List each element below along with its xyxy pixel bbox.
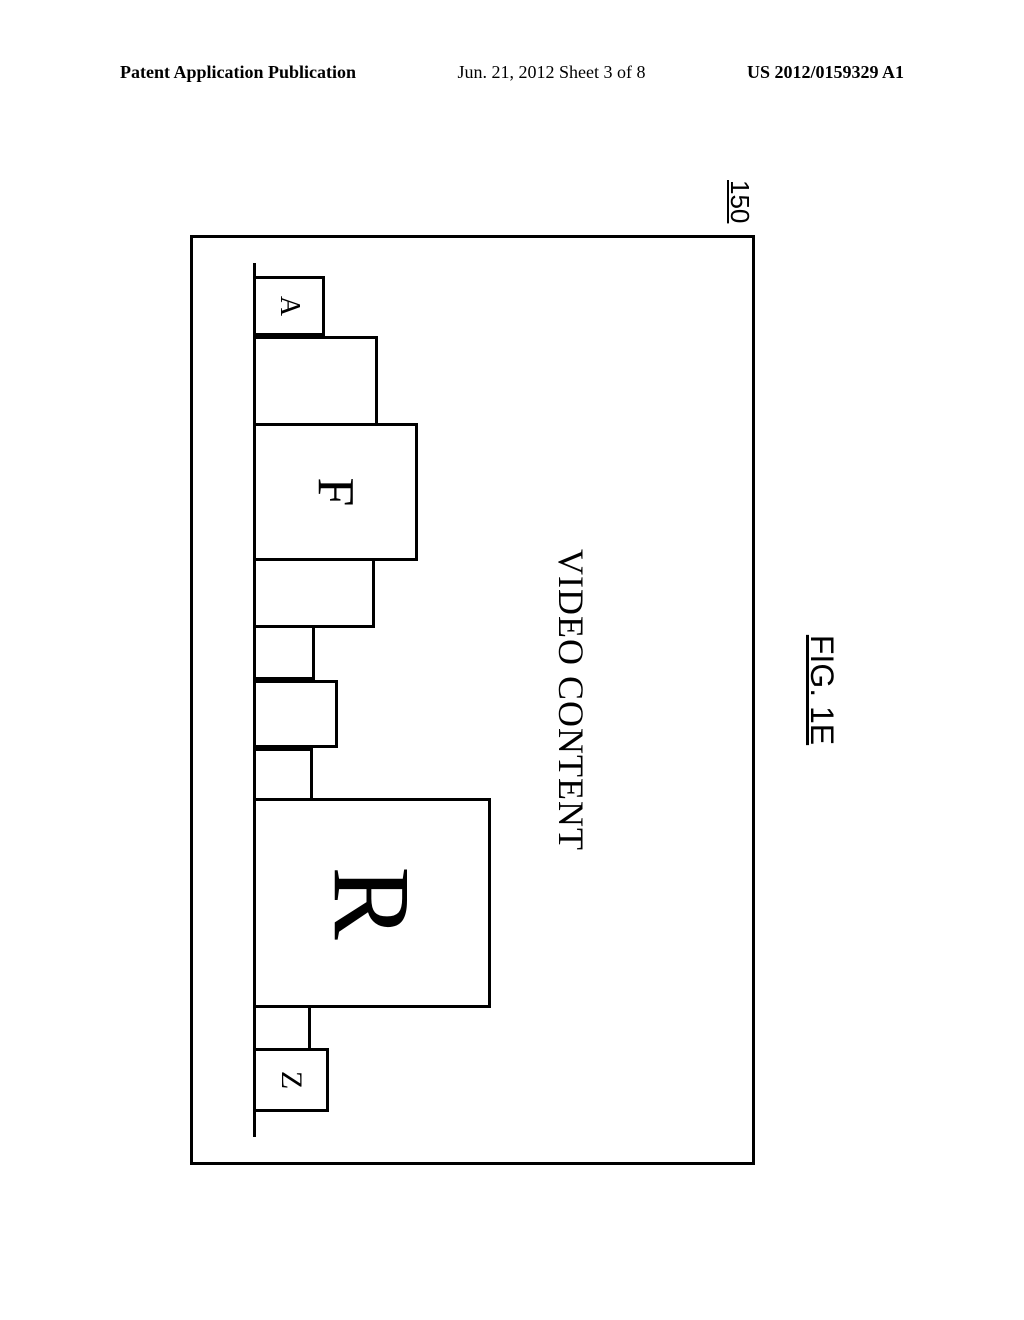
tile-a: A	[253, 276, 325, 336]
tile-a-label: A	[273, 296, 305, 316]
tile-f-label: F	[306, 478, 365, 507]
tile-z-label: Z	[274, 1071, 308, 1089]
tile-r: R	[253, 798, 491, 1008]
tile-f: F	[253, 423, 418, 561]
video-content-label: VIDEO CONTENT	[550, 549, 592, 851]
tile-z: Z	[253, 1048, 329, 1112]
page-header: Patent Application Publication Jun. 21, …	[0, 62, 1024, 83]
header-center-text: Jun. 21, 2012 Sheet 3 of 8	[458, 62, 646, 83]
header-left-text: Patent Application Publication	[120, 62, 356, 83]
tile-r-label: R	[309, 866, 436, 939]
figure-container: FIG. 1E 150 VIDEO CONTENT A F R Z	[140, 180, 840, 1200]
figure-rotated-content: FIG. 1E 150 VIDEO CONTENT A F R Z	[140, 180, 840, 1200]
video-display-box: VIDEO CONTENT A F R Z	[190, 235, 755, 1165]
tile-blank-4	[253, 680, 338, 748]
reference-number: 150	[724, 180, 755, 223]
figure-label: FIG. 1E	[803, 635, 840, 745]
header-right-text: US 2012/0159329 A1	[747, 62, 904, 83]
